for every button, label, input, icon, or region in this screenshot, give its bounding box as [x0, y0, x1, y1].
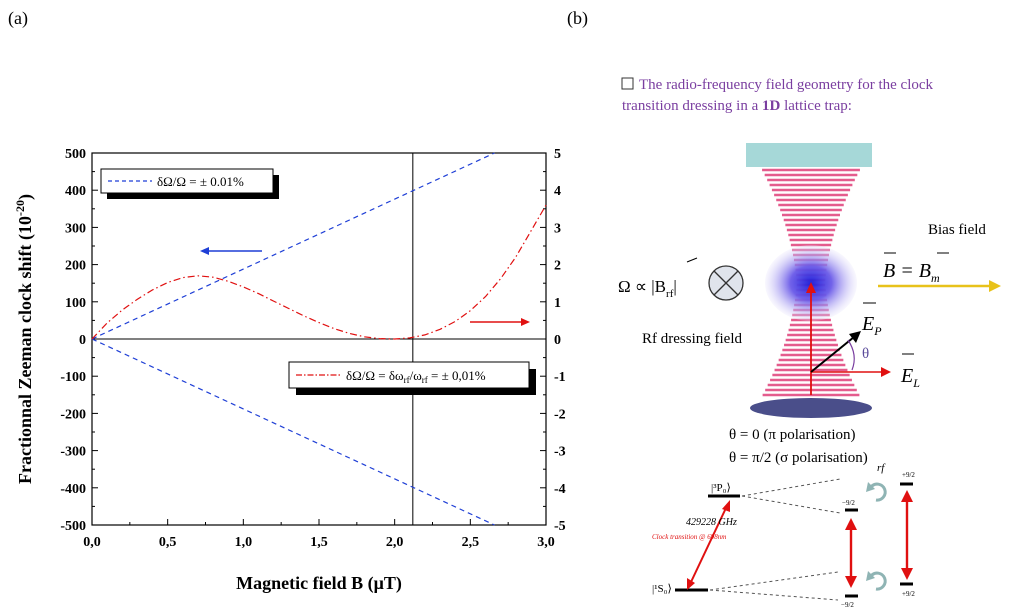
rf-dressing-label: Rf dressing field — [642, 331, 742, 347]
e-p-label: EP — [861, 313, 882, 338]
m-plus-lower: +9/2 — [902, 590, 915, 598]
upper-split-down — [741, 495, 841, 514]
rf-label: rf — [877, 462, 886, 474]
e-p-arrowhead-icon — [849, 331, 861, 343]
x-tick-label: 1,5 — [310, 535, 328, 550]
panel-label-b: (b) — [567, 8, 588, 29]
y-left-tick-label: 0 — [79, 333, 86, 348]
y-right-tick-label: 2 — [554, 259, 561, 274]
y-right-tick-label: -3 — [554, 445, 566, 460]
diagram-title-line1: The radio-frequency field geometry for t… — [639, 77, 934, 93]
lower-split-up — [709, 571, 839, 591]
series-layer — [91, 152, 547, 526]
lower-split-down — [709, 589, 839, 601]
x-tick-label: 2,5 — [462, 535, 480, 550]
blue-arrowhead-icon — [200, 247, 209, 255]
rf-cycle-icon-upper — [866, 482, 887, 502]
e-p-arrow — [810, 336, 855, 373]
x-tick-label: 0,5 — [159, 535, 177, 550]
rf-geometry-diagram: The radio-frequency field geometry for t… — [618, 77, 1001, 609]
bias-field-label: Bias field — [928, 222, 986, 238]
y-axis-label: Fractionnal Zeeman clock shift (10-20) — [13, 194, 36, 484]
panel-label-a: (a) — [8, 8, 28, 29]
upper-split-up — [741, 478, 841, 497]
x-tick-labels: 0,0 0,5 1,0 1,5 2,0 2,5 3,0 — [83, 535, 555, 550]
y-left-tick-label: -500 — [60, 519, 86, 534]
legend-blue-label: δΩ/Ω = ± 0.01% — [157, 174, 244, 189]
y-right-tick-label: -4 — [554, 482, 566, 497]
rf-vertical-arrowhead-icon — [806, 282, 816, 293]
y-right-tick-label: 0 — [554, 333, 561, 348]
red-arrowhead-icon — [521, 318, 530, 326]
e-l-label: EL — [900, 365, 920, 390]
y-right-tick-label: 4 — [554, 184, 561, 199]
upper-state-label: |³P₀⟩ — [711, 482, 731, 494]
transition-plus-arrowhead-bottom-icon — [901, 568, 913, 580]
rf-cycle-icon-lower — [866, 571, 887, 591]
clock-transition-label: Clock transition @ 698nm — [652, 533, 726, 541]
legend-red-box — [288, 361, 530, 389]
bias-field-arrowhead-icon — [989, 280, 1001, 292]
cross-line-2 — [713, 270, 739, 296]
transition-arrowhead-top-icon — [845, 518, 857, 530]
x-tick-label: 2,0 — [386, 535, 404, 550]
x-axis-label: Magnetic field B (μT) — [236, 573, 402, 594]
x-tick-label: 0,0 — [83, 535, 101, 550]
polarisation-line-2: θ = π/2 (σ polarisation) — [729, 450, 868, 466]
theta-arc — [847, 339, 855, 371]
m-minus-lower: −9/2 — [841, 601, 854, 609]
y-right-tick-label: -1 — [554, 370, 566, 385]
theta-label: θ — [862, 346, 869, 362]
lower-state-label: |¹S₀⟩ — [652, 583, 672, 595]
m-minus-upper: −9/2 — [842, 499, 855, 507]
clock-arrowhead-down-icon — [687, 578, 695, 590]
zeeman-shift-chart: 0,0 0,5 1,0 1,5 2,0 2,5 3,0 -500-400-300-200-1… — [13, 147, 566, 594]
clock-arrowhead-up-icon — [722, 500, 730, 512]
y-left-tick-label: 500 — [65, 147, 86, 162]
m-plus-upper: +9/2 — [902, 471, 915, 479]
legend-red-label: δΩ/Ω = δωrf/ωrf = ± 0,01% — [346, 368, 486, 385]
clock-transition-arrow — [690, 507, 727, 583]
polarisation-line-1: θ = 0 (π polarisation) — [729, 427, 856, 443]
y-left-tick-label: -300 — [60, 445, 86, 460]
omega-proportional-label: Ω ∝ |Brf| — [618, 277, 677, 300]
checkbox-bullet-icon — [621, 77, 634, 90]
y-left-tick-label: 400 — [65, 184, 86, 199]
top-mirror — [746, 143, 872, 167]
y-right-tick-label: -5 — [554, 519, 566, 534]
diagram-title-line2: transition dressing in a 1D lattice trap… — [622, 98, 852, 114]
x-tick-label: 1,0 — [235, 535, 253, 550]
series-line-3 — [91, 204, 547, 340]
y-left-tick-label: -200 — [60, 407, 86, 422]
y-left-tick-label: 300 — [65, 221, 86, 236]
axis-ticks — [91, 152, 547, 526]
frequency-label: 429228 GHz — [686, 517, 737, 528]
x-tick-label: 3,0 — [537, 535, 555, 550]
y-left-tick-label: -100 — [60, 370, 86, 385]
e-l-arrowhead-icon — [881, 367, 891, 377]
b-rf-vector-arrow — [686, 257, 698, 263]
y-left-tick-labels: -500 -400 -300 -200 -100 0 100 200 300 400 500 — [60, 147, 86, 534]
transition-plus-arrowhead-top-icon — [901, 490, 913, 502]
y-right-tick-label: 1 — [554, 296, 561, 311]
y-right-tick-label: -2 — [554, 407, 566, 422]
y-right-tick-label: 3 — [554, 221, 561, 236]
y-right-tick-labels: -5 -4 -3 -2 -1 0 1 2 3 4 5 — [554, 147, 566, 534]
y-left-tick-label: 200 — [65, 259, 86, 274]
y-right-tick-label: 5 — [554, 147, 561, 162]
b-equals-bm-label: B = Bm — [883, 260, 940, 285]
y-left-tick-label: 100 — [65, 296, 86, 311]
series-line-1 — [91, 152, 495, 340]
bottom-mirror — [750, 398, 872, 418]
transition-arrowhead-bottom-icon — [845, 576, 857, 588]
series-line-2 — [91, 338, 495, 526]
y-left-tick-label: -400 — [60, 482, 86, 497]
